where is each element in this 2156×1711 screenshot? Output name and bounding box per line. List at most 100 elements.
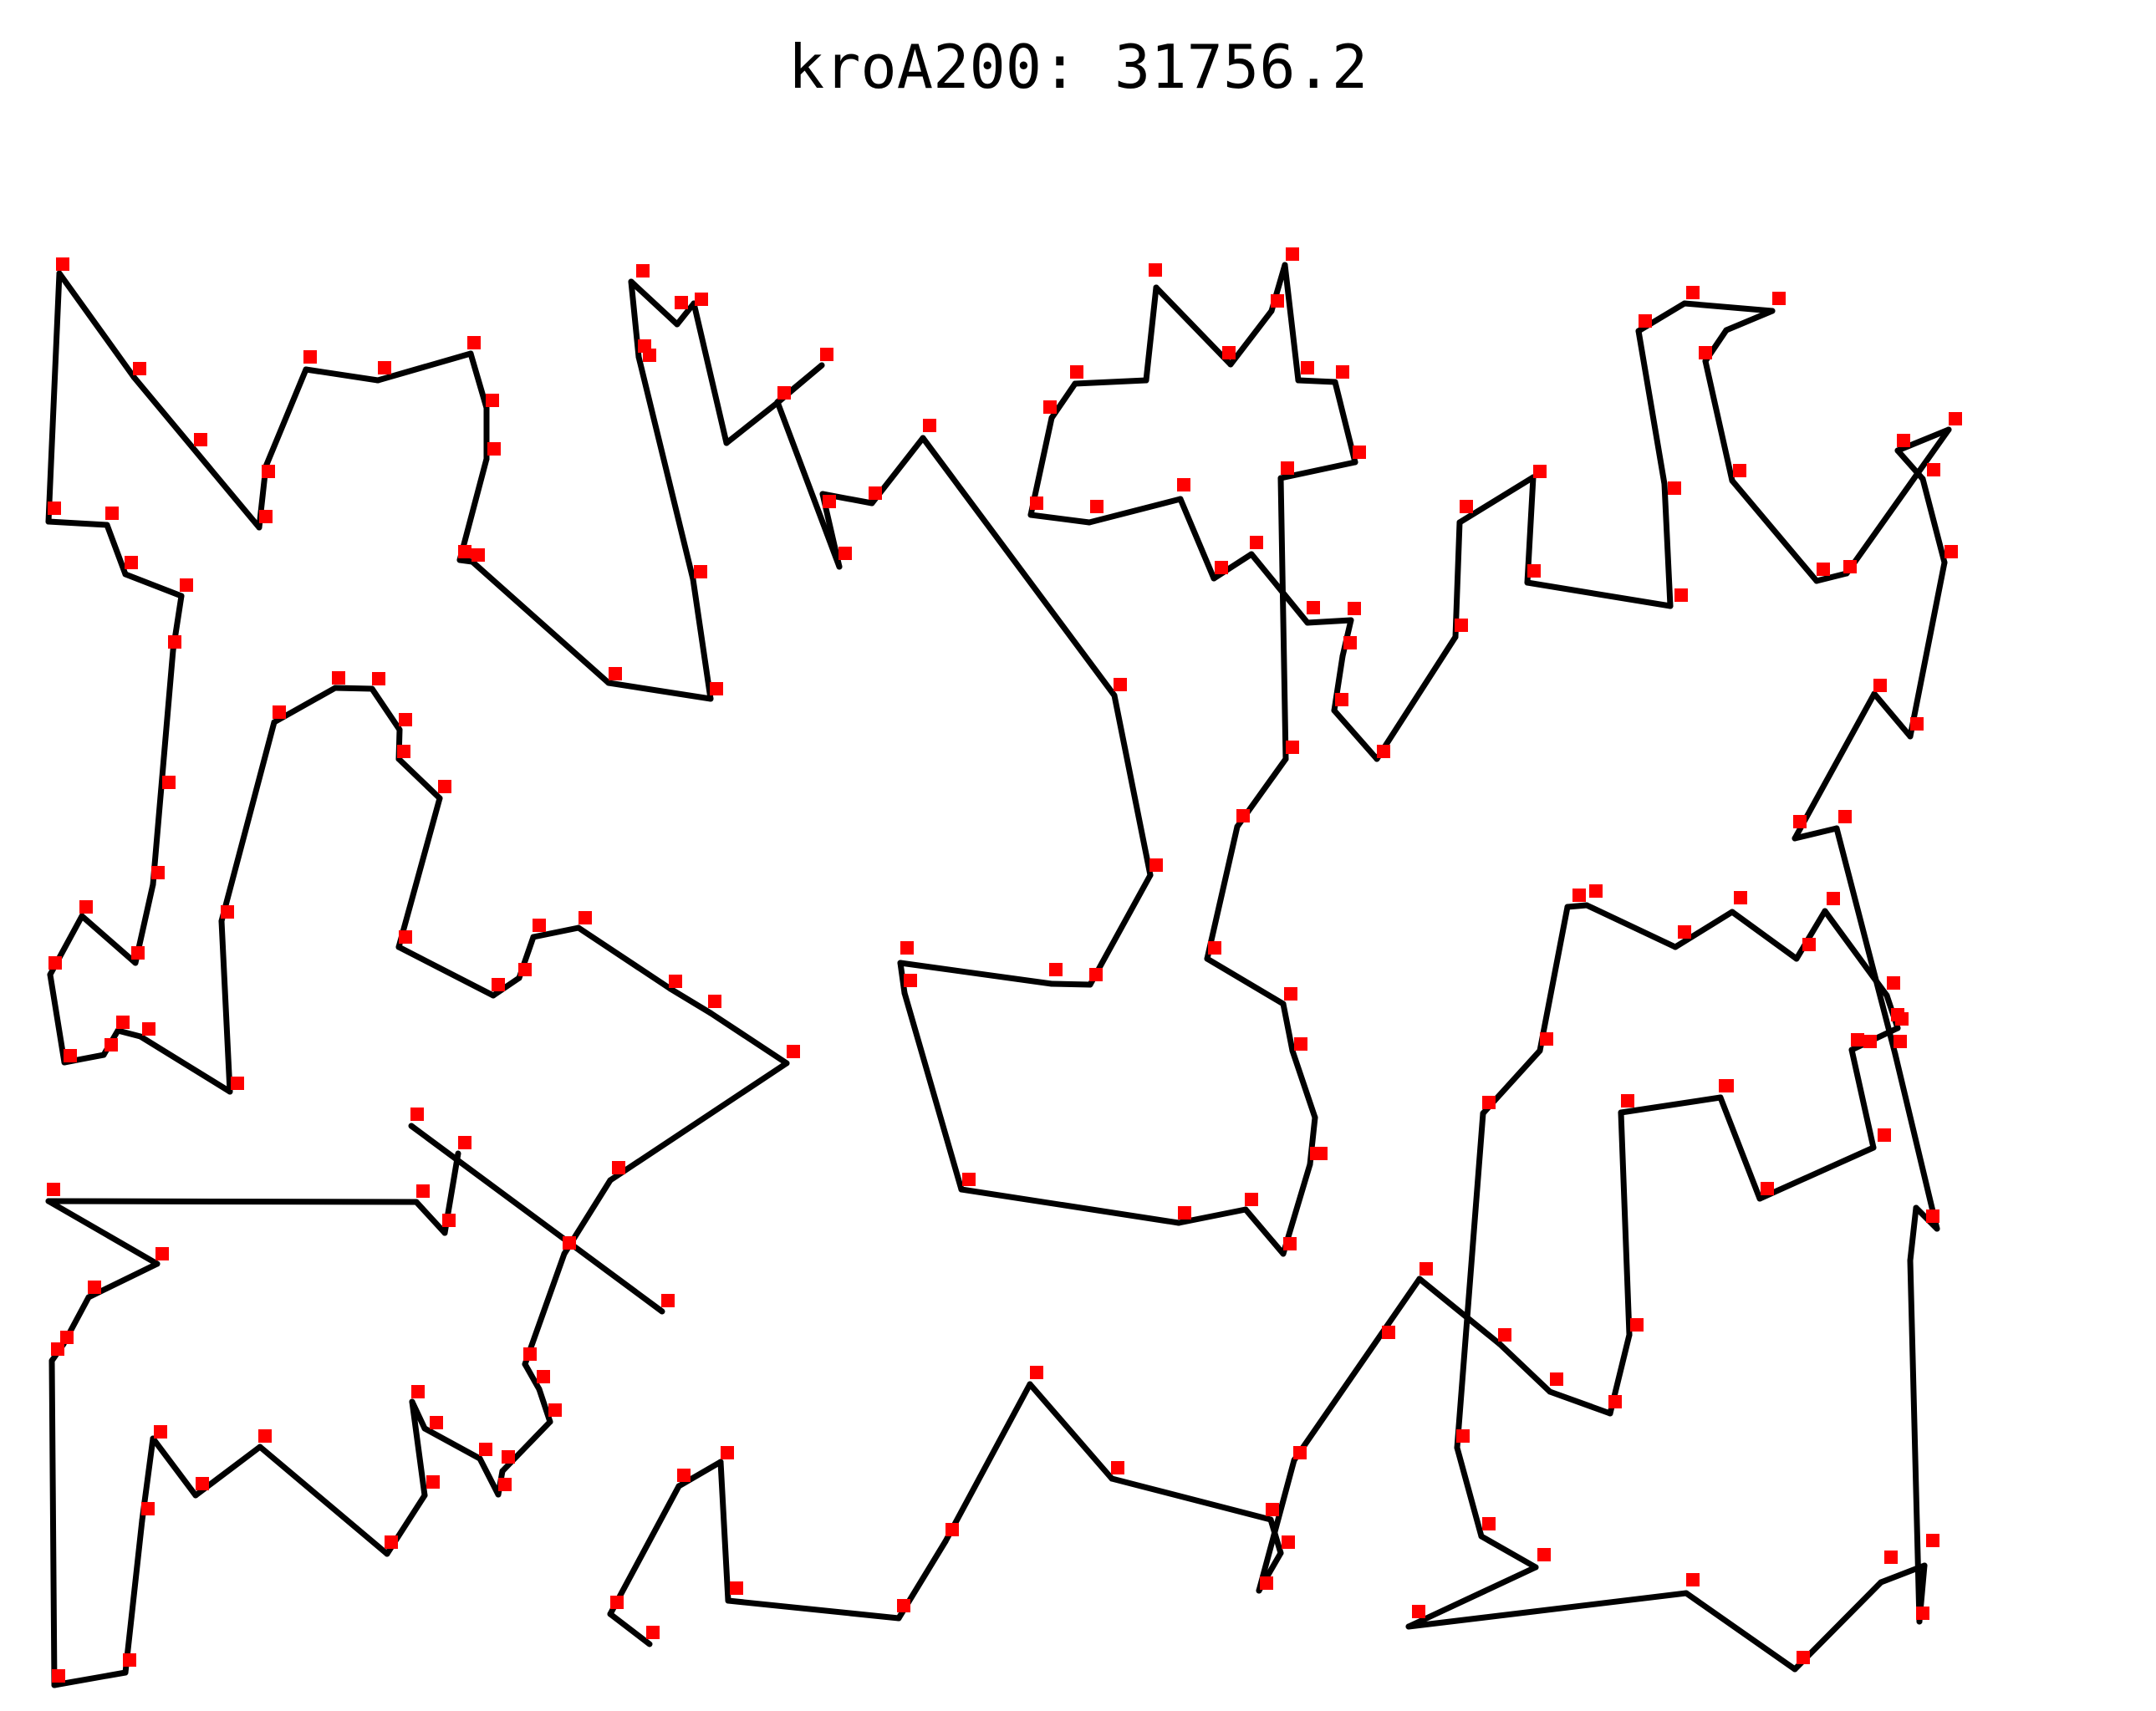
tour-edge xyxy=(1681,300,1776,314)
city-marker xyxy=(1621,1094,1634,1108)
tour-edge xyxy=(150,1435,199,1499)
tour-edge xyxy=(1256,1457,1297,1594)
city-marker xyxy=(1382,1326,1395,1339)
city-marker xyxy=(1293,1446,1307,1459)
city-marker xyxy=(1550,1372,1563,1386)
city-marker xyxy=(486,394,499,407)
tour-edge xyxy=(1564,902,1590,910)
tour-edge xyxy=(218,918,233,1095)
tour-edge xyxy=(1792,690,1878,842)
tour-edge xyxy=(675,1459,724,1489)
city-marker xyxy=(610,1596,624,1609)
tour-edge xyxy=(1618,1094,1724,1116)
city-marker xyxy=(196,1477,209,1490)
city-marker xyxy=(1419,1262,1433,1276)
city-marker xyxy=(1377,745,1390,758)
city-marker xyxy=(1030,1366,1043,1379)
tour-edge xyxy=(667,985,714,1016)
city-marker xyxy=(1797,1651,1810,1664)
tour-edge xyxy=(1822,908,1890,999)
city-marker xyxy=(710,682,723,695)
tour-edge xyxy=(575,924,674,992)
city-marker xyxy=(1314,1147,1328,1160)
city-marker xyxy=(1772,292,1786,305)
city-marker xyxy=(1926,1209,1939,1223)
city-marker xyxy=(154,1425,167,1439)
tour-edge xyxy=(1289,1047,1318,1121)
city-marker xyxy=(694,565,707,578)
city-marker xyxy=(1348,602,1361,615)
tour-edge xyxy=(47,971,68,1066)
tour-edge xyxy=(1672,909,1736,950)
city-marker xyxy=(695,293,708,306)
tour-edge xyxy=(1027,1381,1115,1482)
city-marker xyxy=(1030,496,1043,510)
city-marker xyxy=(399,713,412,726)
city-marker xyxy=(1250,536,1263,549)
city-marker xyxy=(467,336,481,349)
tour-edge xyxy=(1892,1051,1940,1232)
city-marker xyxy=(487,442,501,456)
tour-edge xyxy=(408,1123,665,1315)
tour-edge xyxy=(1456,474,1537,526)
city-marker xyxy=(88,1281,101,1294)
tour-edge xyxy=(607,1060,790,1184)
tour-edge xyxy=(1109,1475,1274,1523)
city-marker xyxy=(385,1535,398,1549)
tour-edge xyxy=(901,990,965,1193)
tour-edge xyxy=(920,435,1118,699)
city-marker xyxy=(1949,412,1962,425)
tour-edge xyxy=(1793,908,1828,962)
tour-edge xyxy=(395,795,443,950)
city-marker xyxy=(1460,500,1473,513)
city-marker xyxy=(1884,1551,1898,1564)
city-marker xyxy=(1894,1035,1907,1048)
tour-edge xyxy=(1894,447,1926,482)
city-marker xyxy=(1208,941,1221,955)
city-marker xyxy=(533,919,546,932)
tour-edge xyxy=(1871,690,1914,740)
tour-edge xyxy=(1282,262,1302,384)
city-marker xyxy=(1719,1079,1732,1092)
tour-edge xyxy=(1304,617,1354,626)
city-marker xyxy=(838,547,852,560)
tour-edge xyxy=(723,399,782,446)
city-marker xyxy=(1090,500,1103,513)
tour-edge xyxy=(1717,1094,1763,1202)
tour-edge xyxy=(1813,570,1850,584)
city-marker xyxy=(1678,925,1691,939)
city-marker xyxy=(1533,465,1547,478)
city-marker xyxy=(1284,987,1297,1001)
tour-edge xyxy=(395,756,443,802)
tour-edge xyxy=(332,685,375,692)
city-marker xyxy=(1926,1534,1939,1547)
city-marker xyxy=(1307,601,1320,614)
city-marker xyxy=(430,1416,443,1429)
city-marker xyxy=(1639,314,1652,328)
city-marker xyxy=(1537,1548,1551,1561)
city-marker xyxy=(1608,1395,1622,1408)
tour-edge xyxy=(607,1483,682,1617)
tour-edge xyxy=(1204,955,1287,1007)
city-marker xyxy=(1266,1503,1279,1516)
chart-title: kroA200: 31756.2 xyxy=(787,32,1369,102)
tour-edge xyxy=(122,571,185,599)
tour-edge xyxy=(45,518,110,528)
city-marker xyxy=(661,1294,675,1307)
city-marker xyxy=(1343,636,1357,649)
city-marker xyxy=(399,930,412,944)
tour-edge xyxy=(717,1459,731,1604)
city-marker xyxy=(1222,346,1236,359)
tour-edge xyxy=(1454,1444,1485,1540)
city-marker xyxy=(548,1403,562,1417)
tour-edge xyxy=(218,719,278,924)
tour-edge xyxy=(1723,308,1776,334)
city-marker xyxy=(1910,717,1924,731)
tour-edge xyxy=(897,960,1055,987)
city-marker xyxy=(1245,1193,1258,1206)
tour-edge xyxy=(1878,1562,1928,1586)
tour-edge xyxy=(1848,1046,1877,1151)
city-marker xyxy=(56,257,69,271)
tour-edge xyxy=(421,1425,483,1462)
city-marker xyxy=(231,1077,244,1090)
